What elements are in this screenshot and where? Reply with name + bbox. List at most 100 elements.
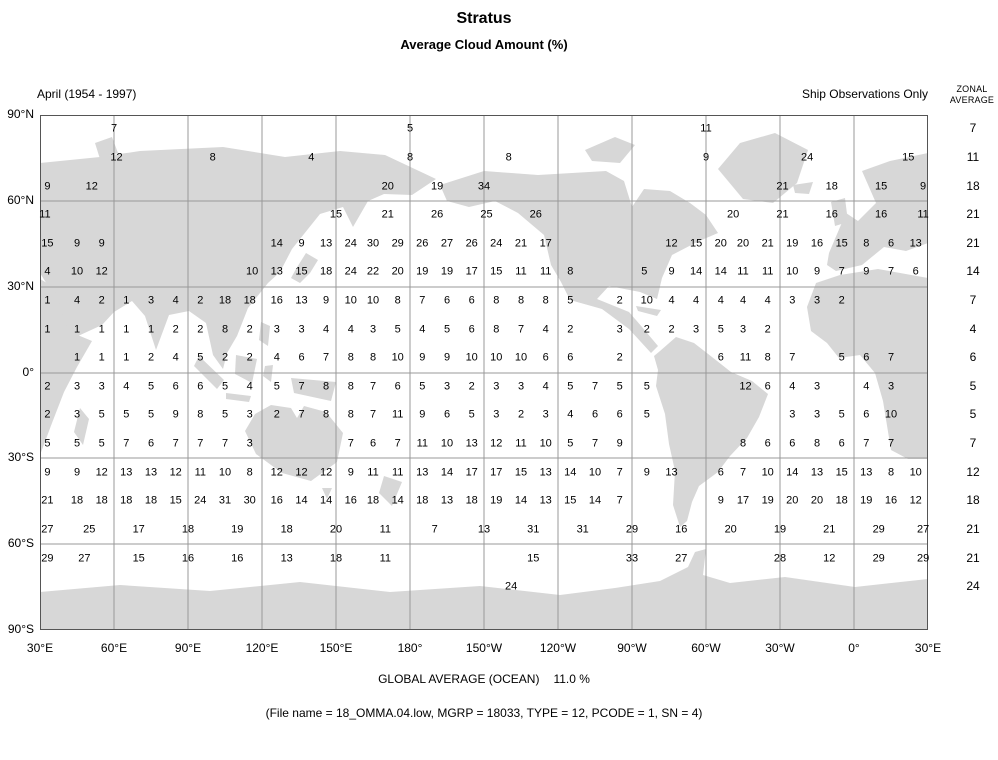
cell-value: 13: [810, 466, 824, 479]
cell-value: 3: [542, 408, 549, 421]
cell-value: 1: [44, 323, 51, 336]
cell-value: 29: [872, 523, 885, 536]
cell-value: 19: [490, 494, 503, 507]
cell-value: 10: [70, 265, 84, 278]
cell-value: 29: [916, 552, 930, 564]
cell-value: 6: [838, 437, 845, 450]
cell-value: 13: [860, 466, 873, 479]
cell-value: 3: [369, 323, 377, 336]
cell-value: 26: [430, 208, 444, 221]
cell-value: 2: [172, 323, 179, 336]
cell-value: 9: [347, 466, 354, 479]
cell-value: 5: [98, 437, 105, 450]
period-label: April (1954 - 1997): [37, 87, 137, 101]
cell-value: 6: [912, 265, 919, 278]
cell-value: 14: [319, 494, 333, 507]
cell-value: 10: [440, 437, 454, 450]
cell-value: 2: [616, 351, 623, 364]
cell-value: 14: [295, 494, 308, 507]
cell-value: 12: [823, 552, 836, 564]
cell-value: 7: [394, 437, 401, 450]
x-axis-tick-label: 60°W: [691, 641, 721, 655]
cell-value: 21: [761, 237, 774, 250]
map-svg: [40, 115, 928, 630]
cell-value: 1: [123, 294, 130, 307]
cell-value: 30: [366, 237, 380, 250]
cell-value: 4: [542, 323, 549, 336]
cell-value: 3: [789, 408, 796, 421]
cell-value: 7: [616, 466, 623, 479]
cell-value: 9: [44, 180, 51, 192]
cell-value: 21: [776, 208, 789, 221]
cell-value: 19: [430, 180, 444, 192]
cell-value: 7: [887, 351, 895, 364]
cell-value: 8: [347, 408, 354, 421]
cell-value: 9: [443, 351, 451, 364]
cell-value: 4: [323, 323, 330, 336]
zonal-average-value: 11: [966, 149, 980, 164]
cell-value: 7: [863, 437, 870, 450]
cell-value: 8: [493, 323, 500, 336]
landmass-new-guinea: [291, 378, 336, 401]
cell-value: 10: [465, 351, 478, 364]
landmass-borneo: [235, 355, 257, 383]
x-axis-tick-label: 120°W: [539, 641, 577, 655]
cell-value: 2: [764, 323, 771, 336]
cell-value: 12: [95, 466, 108, 479]
cell-value: 8: [394, 294, 401, 307]
cell-value: 20: [810, 494, 824, 507]
cell-value: 3: [73, 408, 81, 421]
cell-value: 25: [480, 208, 493, 221]
cell-value: 18: [416, 494, 429, 507]
cell-value: 31: [576, 523, 589, 536]
cell-value: 5: [567, 437, 574, 450]
cell-value: 11: [700, 122, 712, 135]
cell-value: 10: [514, 351, 528, 364]
cell-value: 21: [41, 494, 54, 507]
cell-value: 4: [123, 380, 130, 393]
cell-value: 13: [270, 265, 283, 278]
cell-value: 5: [419, 380, 426, 393]
cell-value: 3: [147, 294, 155, 307]
cell-value: 29: [391, 237, 404, 250]
cell-value: 7: [369, 380, 377, 393]
cell-value: 6: [443, 294, 451, 307]
cell-value: 14: [564, 466, 577, 479]
cell-value: 6: [369, 437, 377, 450]
cell-value: 11: [761, 265, 774, 278]
cell-value: 27: [41, 523, 54, 536]
cell-value: 19: [786, 237, 799, 250]
cell-value: 11: [391, 466, 404, 479]
global-average-label: GLOBAL AVERAGE (OCEAN): [378, 672, 540, 686]
cell-value: 12: [295, 466, 308, 479]
cell-value: 4: [739, 294, 747, 307]
cell-value: 15: [295, 265, 308, 278]
cell-value: 8: [863, 237, 870, 250]
cell-value: 18: [319, 265, 333, 278]
cell-value: 15: [41, 237, 54, 250]
landmass-africa-west: [807, 269, 928, 459]
cell-value: 3: [887, 380, 895, 393]
x-axis-tick-label: 60°E: [100, 641, 128, 655]
zonal-average-value: 21: [966, 207, 980, 222]
cell-value: 8: [221, 323, 229, 336]
page-subtitle: Average Cloud Amount (%): [400, 37, 568, 52]
cell-value: 34: [477, 180, 491, 192]
cell-value: 9: [323, 294, 330, 307]
cell-value: 1: [73, 351, 81, 364]
cell-value: 31: [527, 523, 540, 536]
cell-value: 20: [786, 494, 799, 507]
cell-value: 13: [465, 437, 478, 450]
cell-value: 10: [366, 294, 380, 307]
cell-value: 13: [280, 552, 293, 564]
cell-value: 7: [123, 437, 130, 450]
cell-value: 7: [369, 408, 377, 421]
cell-value: 9: [73, 466, 81, 479]
cell-value: 3: [298, 323, 305, 336]
cell-value: 8: [567, 265, 574, 278]
cell-value: 16: [825, 208, 838, 221]
landmass-europe: [827, 153, 928, 271]
cell-value: 17: [132, 523, 145, 536]
landmass-australia: [245, 405, 343, 481]
cell-value: 8: [209, 151, 216, 164]
